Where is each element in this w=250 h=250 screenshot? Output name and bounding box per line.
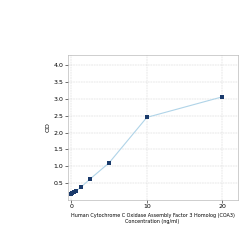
- Point: [72, 190, 76, 194]
- Y-axis label: OD: OD: [46, 122, 51, 132]
- Point: [145, 116, 149, 119]
- Point: [74, 189, 78, 193]
- Point: [107, 161, 111, 165]
- X-axis label: Human Cytochrome C Oxidase Assembly Factor 3 Homolog (COA3)
Concentration (ng/ml: Human Cytochrome C Oxidase Assembly Fact…: [70, 213, 234, 224]
- Point: [79, 185, 83, 189]
- Point: [70, 191, 74, 195]
- Point: [69, 192, 73, 196]
- Point: [220, 95, 224, 99]
- Point: [88, 177, 92, 181]
